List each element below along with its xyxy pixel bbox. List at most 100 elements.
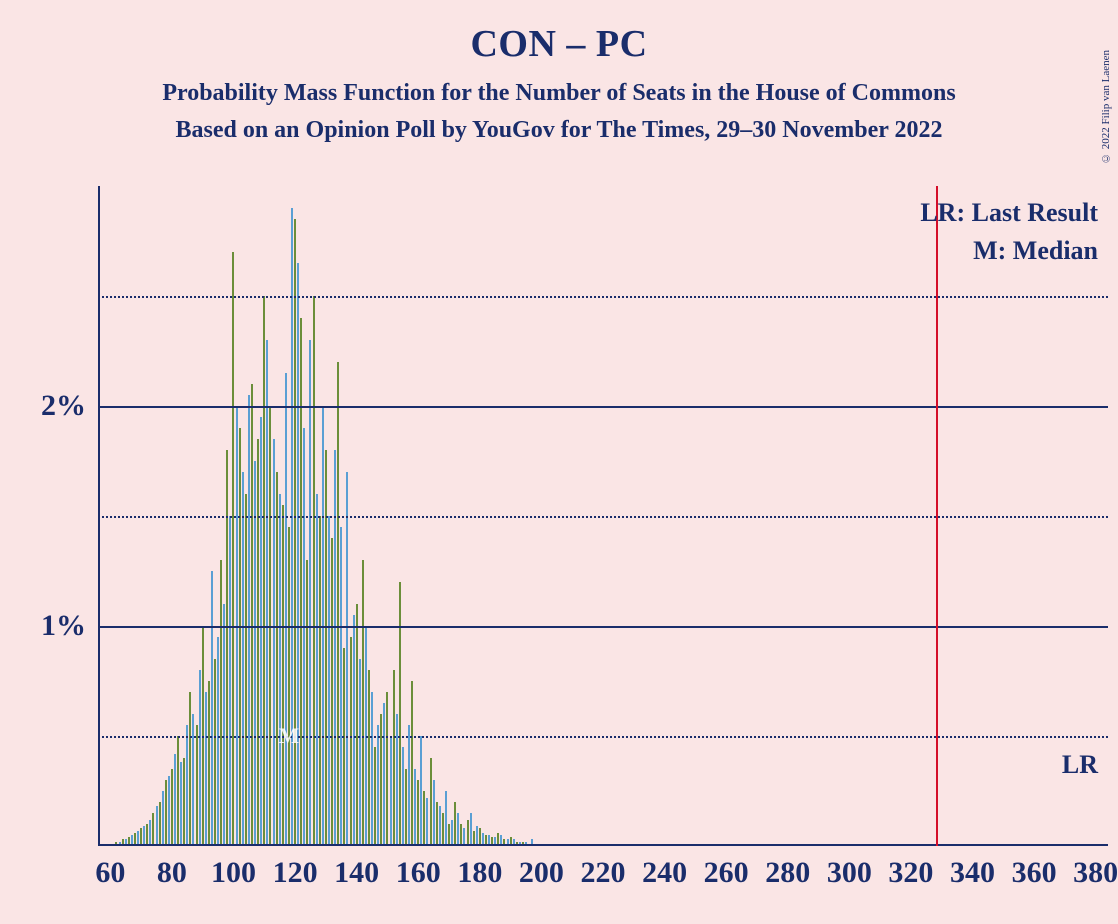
gridline-major (98, 406, 1108, 408)
histogram-bar (328, 516, 330, 844)
histogram-bar (448, 824, 450, 844)
histogram-bar (242, 472, 244, 844)
histogram-bar (239, 428, 241, 844)
x-axis (98, 844, 1108, 846)
histogram-bar (396, 714, 398, 844)
x-tick-label: 180 (457, 856, 502, 890)
histogram-bar (192, 714, 194, 844)
histogram-bar (162, 791, 164, 844)
x-tick-label: 300 (827, 856, 872, 890)
histogram-bar (174, 754, 176, 844)
histogram-bar (276, 472, 278, 844)
histogram-bar (269, 406, 271, 844)
histogram-bar (473, 831, 475, 844)
histogram-bar (374, 747, 376, 844)
histogram-bar (337, 362, 339, 844)
histogram-bar (220, 560, 222, 844)
histogram-bar (346, 472, 348, 844)
histogram-bar (288, 527, 290, 844)
histogram-bar (510, 837, 512, 844)
histogram-bar (500, 835, 502, 844)
histogram-bar (196, 725, 198, 844)
histogram-bar (467, 820, 469, 844)
histogram-bar (359, 659, 361, 844)
histogram-bar (485, 835, 487, 844)
histogram-bar (149, 820, 151, 844)
histogram-bar (430, 758, 432, 844)
y-tick-label: 1% (41, 609, 86, 643)
histogram-bar (140, 828, 142, 844)
gridline-minor (98, 736, 1108, 738)
histogram-bar (260, 417, 262, 844)
legend-lr: LR: Last Result (920, 194, 1098, 232)
x-tick-label: 100 (211, 856, 256, 890)
histogram-bar (279, 494, 281, 844)
copyright-text: © 2022 Filip van Laenen (1100, 50, 1112, 164)
histogram-bar (365, 626, 367, 844)
histogram-bar (362, 560, 364, 844)
histogram-bar (189, 692, 191, 844)
histogram-bar (306, 560, 308, 844)
x-tick-label: 120 (273, 856, 318, 890)
x-tick-label: 280 (765, 856, 810, 890)
histogram-bar (143, 826, 145, 844)
histogram-bar (491, 837, 493, 844)
histogram-bar (180, 762, 182, 844)
histogram-bar (476, 826, 478, 844)
histogram-bar (380, 714, 382, 844)
x-tick-label: 160 (396, 856, 441, 890)
histogram-bar (137, 831, 139, 844)
histogram-bar (497, 833, 499, 844)
histogram-bar (399, 582, 401, 844)
x-tick-label: 60 (95, 856, 125, 890)
histogram-bar (128, 837, 130, 844)
histogram-bar (423, 791, 425, 844)
histogram-bar (405, 769, 407, 844)
histogram-bar (152, 813, 154, 844)
histogram-bar (211, 571, 213, 844)
histogram-bar (300, 318, 302, 844)
histogram-bar (131, 835, 133, 844)
histogram-bar (316, 494, 318, 844)
histogram-bar (353, 615, 355, 844)
x-tick-label: 80 (157, 856, 187, 890)
histogram-bar (257, 439, 259, 844)
histogram-bar (383, 703, 385, 844)
histogram-bar (309, 340, 311, 844)
histogram-bar (334, 450, 336, 844)
m-inline-label: M (279, 723, 300, 749)
histogram-bar (343, 648, 345, 844)
histogram-bar (183, 758, 185, 844)
histogram-bar (294, 219, 296, 844)
histogram-bar (177, 736, 179, 844)
histogram-bar (482, 833, 484, 844)
x-tick-label: 360 (1012, 856, 1057, 890)
gridline-minor (98, 296, 1108, 298)
last-result-vline (936, 186, 938, 846)
histogram-bar (442, 813, 444, 844)
histogram-bar (248, 395, 250, 844)
histogram-bar (313, 296, 315, 844)
chart-plot-area: LR: Last Result M: Median LR M 1%2% 6080… (98, 186, 1108, 846)
histogram-bar (282, 505, 284, 844)
lr-inline-label: LR (1062, 750, 1098, 780)
histogram-bar (159, 802, 161, 844)
x-tick-label: 260 (704, 856, 749, 890)
gridline-minor (98, 516, 1108, 518)
x-tick-label: 320 (888, 856, 933, 890)
histogram-bar (186, 725, 188, 844)
histogram-bar (408, 725, 410, 844)
histogram-bar (386, 692, 388, 844)
histogram-bar (436, 802, 438, 844)
chart-subtitle-2: Based on an Opinion Poll by YouGov for T… (0, 107, 1118, 144)
y-tick-label: 2% (41, 389, 86, 423)
histogram-bar (171, 769, 173, 844)
histogram-bar (266, 340, 268, 844)
histogram-bar (470, 813, 472, 844)
histogram-bar (488, 835, 490, 844)
x-tick-label: 140 (334, 856, 379, 890)
histogram-bar (205, 692, 207, 844)
histogram-bar (168, 776, 170, 844)
histogram-bar (433, 780, 435, 844)
histogram-bar (460, 824, 462, 844)
